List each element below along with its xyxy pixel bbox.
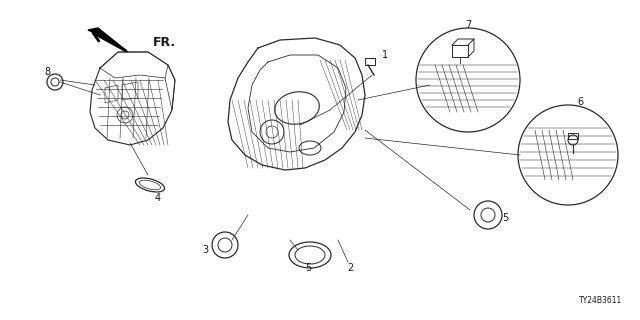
Text: 4: 4 bbox=[155, 193, 161, 203]
Text: 1: 1 bbox=[382, 50, 388, 60]
Text: TY24B3611: TY24B3611 bbox=[579, 296, 622, 305]
Text: 2: 2 bbox=[347, 263, 353, 273]
Text: 6: 6 bbox=[577, 97, 583, 107]
Text: 8: 8 bbox=[44, 67, 50, 77]
Bar bbox=[365, 58, 375, 65]
Text: 7: 7 bbox=[465, 20, 471, 30]
Text: 5: 5 bbox=[305, 263, 311, 273]
Text: 5: 5 bbox=[502, 213, 508, 223]
Text: 3: 3 bbox=[202, 245, 208, 255]
Bar bbox=[568, 133, 578, 139]
Text: FR.: FR. bbox=[153, 36, 176, 50]
Polygon shape bbox=[88, 28, 128, 52]
